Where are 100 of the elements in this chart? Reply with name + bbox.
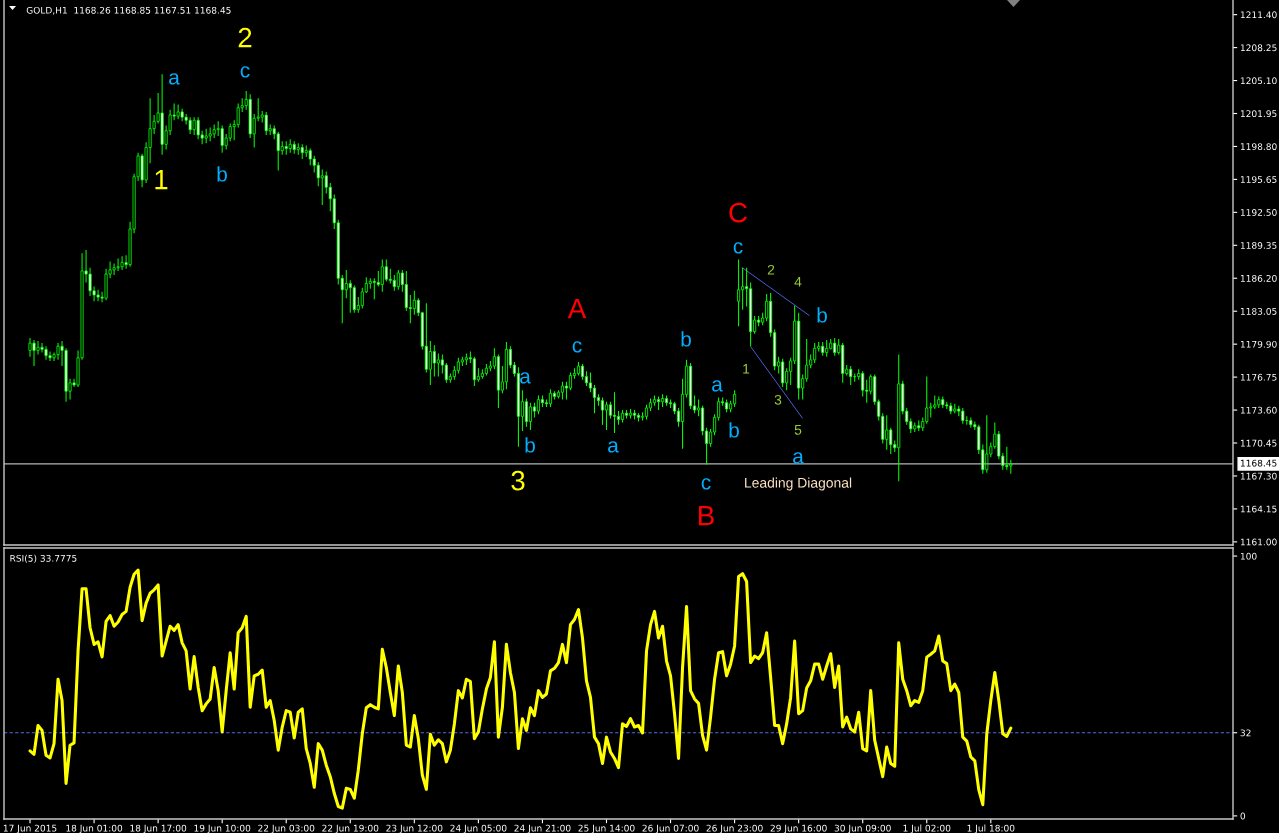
annotation: 1: [155, 170, 168, 190]
candlestick: [180, 108, 184, 122]
candlestick: [44, 345, 48, 361]
annotation: a: [169, 73, 180, 85]
ref-line-label: 1168.45: [1240, 459, 1277, 467]
candlestick: [925, 376, 929, 425]
annotation: 4: [794, 277, 802, 287]
line-series: [28, 568, 1013, 810]
candlestick: [897, 354, 901, 482]
annotation: c: [701, 478, 711, 490]
candlestick: [376, 270, 380, 288]
y-tick-label: 1161.00: [1240, 538, 1277, 546]
candlestick: [300, 143, 304, 160]
x-tick-label: 30 Jun 09:00: [834, 824, 891, 833]
y-tick-label: 1173.60: [1240, 406, 1277, 414]
candlestick: [176, 104, 180, 120]
annotation: a: [608, 441, 619, 453]
candlestick: [48, 350, 52, 362]
annotation: B: [699, 506, 714, 526]
x-tick-label: 18 Jun 17:00: [130, 824, 187, 833]
y-tick-label: 0: [1240, 812, 1246, 820]
annotation: b: [729, 422, 739, 438]
candlestick: [428, 340, 432, 386]
annotation: 2: [238, 27, 252, 48]
candlestick: [288, 138, 292, 154]
x-tick-label: 18 Jun 01:00: [66, 824, 123, 833]
annotation: 3: [511, 470, 525, 491]
candlestick: [552, 390, 556, 401]
x-tick-label: 26 Jun 23:00: [706, 824, 763, 833]
candlestick: [320, 168, 324, 206]
candlestick: [432, 344, 436, 378]
candlestick: [392, 274, 396, 292]
candlestick: [985, 414, 989, 474]
annotation: 3: [774, 394, 782, 405]
candlestick: [1005, 446, 1009, 471]
candlestick: [160, 73, 164, 156]
candlestick: [116, 257, 120, 272]
x-tick-label: 26 Jun 07:00: [642, 824, 699, 833]
annotation: a: [520, 372, 531, 384]
y-tick-label: 1192.50: [1240, 209, 1277, 216]
y-tick-label: 1189.35: [1240, 242, 1277, 249]
candlestick: [284, 140, 288, 156]
y-tick-label: 1205.10: [1240, 77, 1277, 85]
candlestick: [741, 267, 745, 311]
x-tick-label: 1 Jul 02:00: [903, 824, 951, 833]
annotation: C: [729, 202, 747, 223]
candlestick: [504, 341, 508, 390]
candlestick: [749, 281, 753, 347]
candlestick: [424, 302, 428, 373]
annotation: c: [733, 242, 743, 254]
candlestick: [348, 279, 352, 314]
y-tick-label: 1198.80: [1240, 143, 1277, 151]
x-tick-label: 29 Jun 16:00: [770, 824, 827, 833]
candlestick: [344, 269, 348, 299]
candlestick: [556, 389, 560, 400]
candlestick: [885, 414, 889, 451]
annotation: 2: [767, 264, 775, 275]
annotation: c: [572, 341, 582, 353]
annotation: 5: [794, 425, 802, 435]
y-tick-label: 1195.65: [1240, 176, 1277, 183]
annotation: b: [817, 307, 827, 323]
y-tick-label: 1208.25: [1240, 44, 1277, 52]
annotation: c: [240, 66, 250, 78]
candlestick: [32, 339, 36, 367]
y-tick-label: 1201.95: [1240, 110, 1277, 118]
candlestick: [296, 142, 300, 156]
candlestick: [304, 144, 308, 158]
candlestick: [797, 312, 801, 401]
y-tick-label: 1179.90: [1240, 340, 1277, 348]
text: RSI(5) 33.7775: [10, 554, 77, 563]
candlestick: [660, 393, 665, 408]
candlestick: [849, 365, 853, 386]
candlestick: [412, 290, 416, 316]
y-tick-label: 1186.20: [1240, 274, 1277, 282]
y-tick-label: 1164.15: [1240, 505, 1277, 513]
annotation: b: [525, 437, 535, 453]
x-tick-label: 1 Jul 18:00: [967, 824, 1015, 833]
annotation: A: [567, 299, 587, 319]
candlestick: [120, 255, 124, 271]
x-tick-label: 23 Jun 12:00: [386, 824, 443, 833]
y-tick-label: 1176.75: [1240, 373, 1277, 381]
x-tick-label: 25 Jun 14:00: [578, 824, 635, 833]
x-tick-label: 19 Jun 10:00: [194, 824, 251, 833]
candlestick: [436, 353, 440, 378]
candlestick: [841, 342, 845, 384]
y-tick-label: 1211.40: [1240, 11, 1277, 19]
y-tick-label: 1183.05: [1240, 307, 1277, 315]
annotation: Leading Diagonal: [745, 477, 852, 491]
x-tick-label: 22 Jun 03:00: [258, 824, 315, 833]
candlestick: [404, 270, 408, 312]
candlestick: [612, 391, 617, 434]
x-tick-label: 22 Jun 19:00: [322, 824, 379, 833]
candlestick: [825, 339, 829, 358]
text: GOLD,H1 1168.26 1168.85 1167.51 1168.45: [26, 6, 231, 15]
annotation: b: [217, 166, 227, 182]
annotation: 1: [743, 364, 750, 374]
y-tick-label: 1167.30: [1240, 472, 1277, 480]
y-tick-label: 100: [1240, 552, 1257, 560]
candlestick: [496, 354, 500, 409]
candlestick: [96, 289, 100, 302]
